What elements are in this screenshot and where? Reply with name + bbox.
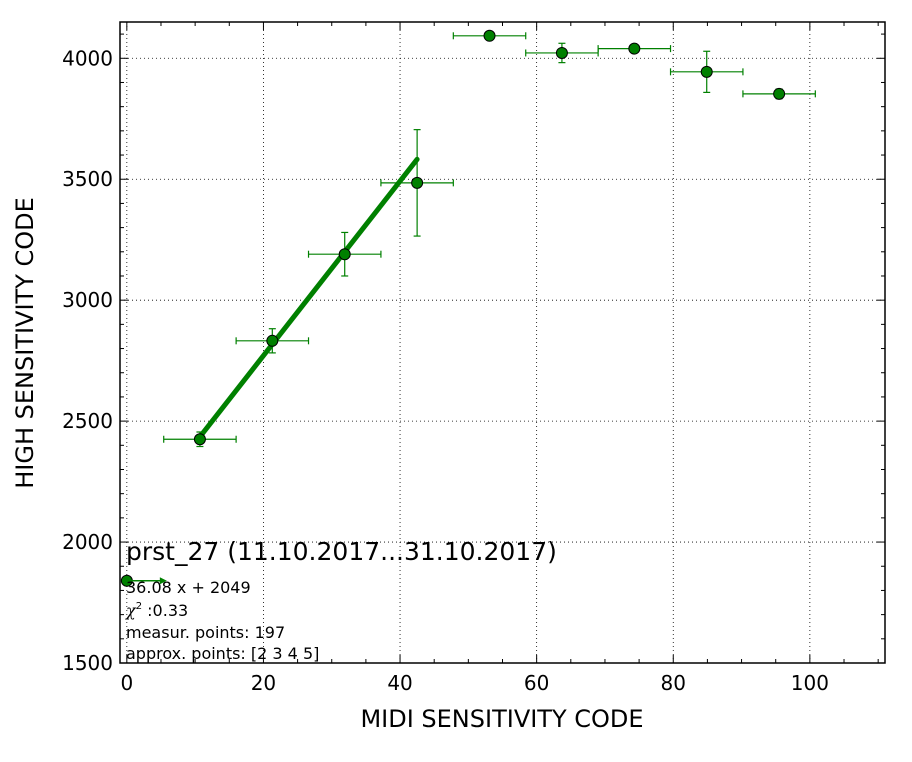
data-point-3 [338,248,351,261]
data-point-7 [628,42,641,55]
annotation-title: prst_27 (11.10.2017...31.10.2017) [126,537,557,566]
plot-frame [119,21,886,664]
x-tick-label: 60 [524,671,549,695]
x-axis-label: MIDI SENSITIVITY CODE [360,705,643,733]
y-tick-label: 4000 [62,46,113,70]
fit-line-group [197,156,420,440]
fit-line [197,156,420,440]
x-tick-label: 20 [251,671,276,695]
y-tick-label: 2500 [62,409,113,433]
y-tick-label: 2000 [62,530,113,554]
arrow-head [159,577,167,585]
x-tick-label: 40 [387,671,412,695]
data-point-5 [483,29,496,42]
x-tick-label: 80 [661,671,686,695]
grid [120,22,885,664]
y-tick-label: 1500 [62,651,113,675]
data-points [120,29,786,587]
chi2-superscript: 2 [136,601,142,612]
annotation-measur-points: measur. points: 197 [126,623,285,642]
x-tick-label: 0 [120,671,133,695]
annotation-equation: 36.08 x + 2049 [126,578,251,597]
data-point-1 [193,433,206,446]
data-point-8 [700,65,713,78]
y-tick-label: 3500 [62,167,113,191]
annotation-chi2: χ2 :0.33 [125,601,188,620]
data-point-9 [773,87,786,100]
annotation-approx-points: approx. points: [2 3 4 5] [126,644,319,663]
arrow-group [126,577,167,585]
y-axis-label: HIGH SENSITIVITY CODE [11,197,39,489]
data-point-2 [266,334,279,347]
chi2-symbol: χ [125,601,137,620]
y-tick-label: 3000 [62,288,113,312]
tick-labels: 0 20 40 60 80 100 1500 2000 2500 3000 3500 4000 [62,46,829,695]
chi2-value: :0.33 [142,601,188,620]
x-tick-label: 100 [791,671,829,695]
data-point-4 [411,176,424,189]
data-point-6 [555,46,568,59]
